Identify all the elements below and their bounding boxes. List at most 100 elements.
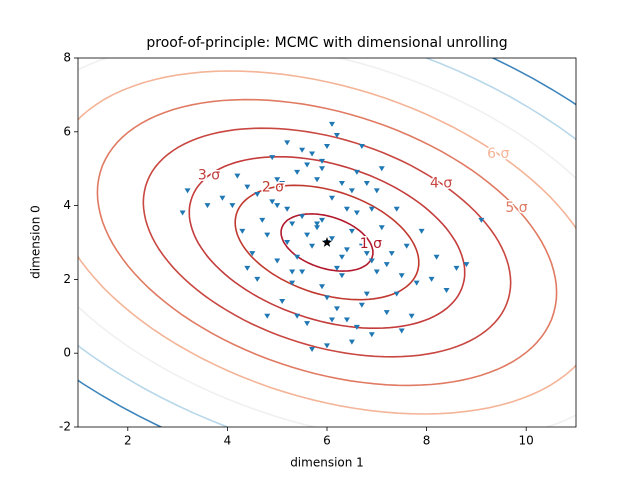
- sample-point: [284, 206, 291, 212]
- sample-point: [279, 299, 286, 305]
- sample-point: [328, 317, 335, 323]
- y-tick-label: -2: [59, 420, 71, 434]
- sample-point: [378, 225, 385, 231]
- sample-point: [353, 210, 360, 216]
- sample-point: [289, 280, 296, 286]
- sample-point: [269, 199, 276, 205]
- contour-line: [78, 58, 576, 427]
- sample-point: [338, 273, 345, 279]
- sample-point: [393, 206, 400, 212]
- sample-point: [284, 240, 291, 245]
- sample-point: [289, 221, 296, 227]
- sample-point: [338, 180, 345, 186]
- scatter-layer: [179, 121, 485, 353]
- contour-label: 3 σ: [198, 167, 220, 183]
- sample-point: [299, 147, 306, 153]
- sample-point: [333, 265, 340, 271]
- truth-marker: [321, 237, 333, 247]
- contour-line: [280, 213, 374, 272]
- sample-point: [304, 232, 311, 238]
- sample-point: [299, 214, 306, 220]
- y-tick-label: 6: [63, 124, 71, 138]
- sample-point: [358, 302, 365, 308]
- sample-point: [403, 243, 410, 249]
- sample-point: [254, 276, 261, 282]
- sample-point: [433, 254, 440, 260]
- sample-point: [319, 158, 326, 164]
- sample-point: [264, 232, 271, 238]
- sample-point: [348, 339, 355, 345]
- contour-label: 4 σ: [430, 175, 452, 191]
- sample-point: [244, 184, 251, 190]
- sample-point: [398, 328, 405, 334]
- sample-point: [348, 188, 355, 194]
- sample-point: [274, 203, 281, 209]
- sample-point: [219, 195, 226, 201]
- sample-point: [338, 254, 345, 260]
- x-tick-label: 8: [423, 434, 431, 448]
- contour-line: [142, 127, 512, 358]
- sample-point: [463, 262, 470, 268]
- sample-point: [314, 225, 321, 231]
- sample-point: [319, 217, 326, 223]
- sample-point: [443, 287, 450, 293]
- sample-point: [383, 262, 390, 268]
- contour-label: 1 σ: [360, 236, 382, 252]
- sample-point: [264, 313, 271, 319]
- sample-point: [408, 313, 415, 319]
- sample-point: [333, 132, 340, 138]
- sample-point: [368, 206, 375, 212]
- sample-point: [254, 192, 261, 198]
- x-tick-label: 10: [519, 434, 534, 448]
- x-tick-label: 2: [124, 434, 132, 448]
- sample-point: [234, 173, 241, 179]
- x-tick-label: 4: [224, 434, 232, 448]
- x-axis-label: dimension 1: [290, 456, 364, 470]
- sample-point: [478, 217, 485, 223]
- sample-point: [328, 121, 335, 127]
- sample-point: [383, 310, 390, 316]
- sample-point: [363, 291, 370, 297]
- sample-point: [358, 243, 365, 249]
- sample-point: [314, 177, 321, 183]
- sample-point: [204, 203, 211, 209]
- sample-point: [274, 258, 281, 264]
- sample-point: [328, 195, 335, 201]
- sample-point: [324, 295, 330, 301]
- sample-point: [373, 188, 380, 194]
- sample-point: [343, 206, 350, 212]
- sample-point: [309, 243, 316, 249]
- chart-title: proof-of-principle: MCMC with dimensiona…: [146, 35, 507, 51]
- sample-point: [229, 203, 236, 209]
- y-tick-label: 2: [63, 272, 71, 286]
- contour-line: [234, 184, 420, 301]
- sample-point: [393, 291, 400, 297]
- sample-point: [428, 276, 435, 282]
- sample-point: [294, 169, 301, 175]
- sample-point: [304, 321, 311, 327]
- sample-point: [388, 251, 395, 257]
- sample-point: [269, 155, 276, 161]
- sample-point: [343, 317, 350, 323]
- sample-point: [299, 269, 306, 275]
- sample-point: [398, 273, 405, 279]
- y-axis-label: dimension 0: [29, 205, 43, 279]
- sample-point: [284, 140, 291, 146]
- contour-label: 2 σ: [262, 179, 284, 195]
- sample-point: [358, 144, 365, 150]
- sample-point: [453, 265, 460, 271]
- sample-point: [324, 343, 330, 349]
- sample-point: [413, 280, 420, 286]
- contour-line: [78, 70, 576, 415]
- sample-point: [179, 210, 186, 216]
- sample-point: [184, 188, 191, 194]
- x-tick-label: 6: [323, 434, 331, 448]
- sample-point: [368, 332, 375, 338]
- sample-point: [274, 177, 281, 183]
- sample-point: [378, 166, 385, 172]
- sample-point: [319, 166, 326, 172]
- contour-line: [78, 58, 576, 427]
